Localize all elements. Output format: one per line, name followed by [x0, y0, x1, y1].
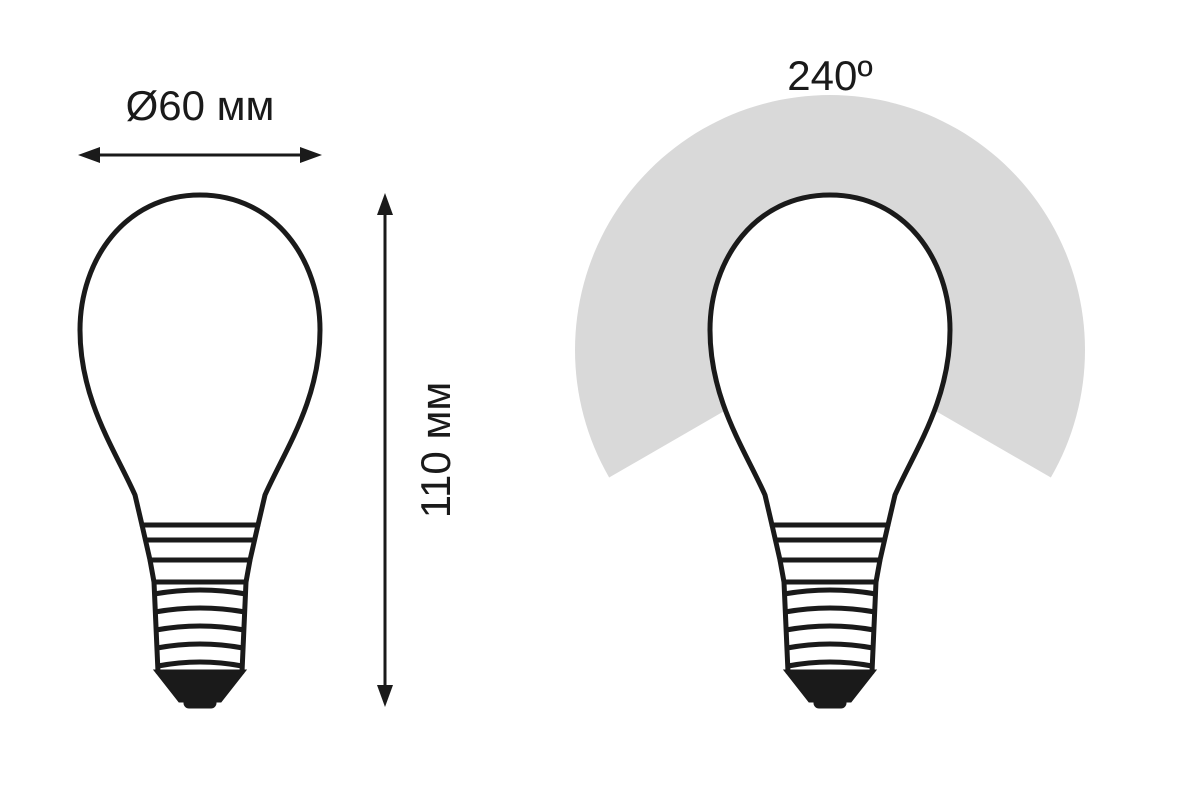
left-bulb	[80, 195, 320, 706]
diameter-arrow	[78, 147, 322, 163]
right-bulb	[710, 195, 950, 706]
height-arrow	[377, 193, 393, 707]
diameter-label: Ø60 мм	[126, 82, 275, 129]
height-label: 110 мм	[412, 382, 459, 518]
angle-label: 240º	[787, 52, 872, 99]
diagram-canvas: Ø60 мм 110 мм	[0, 0, 1200, 800]
